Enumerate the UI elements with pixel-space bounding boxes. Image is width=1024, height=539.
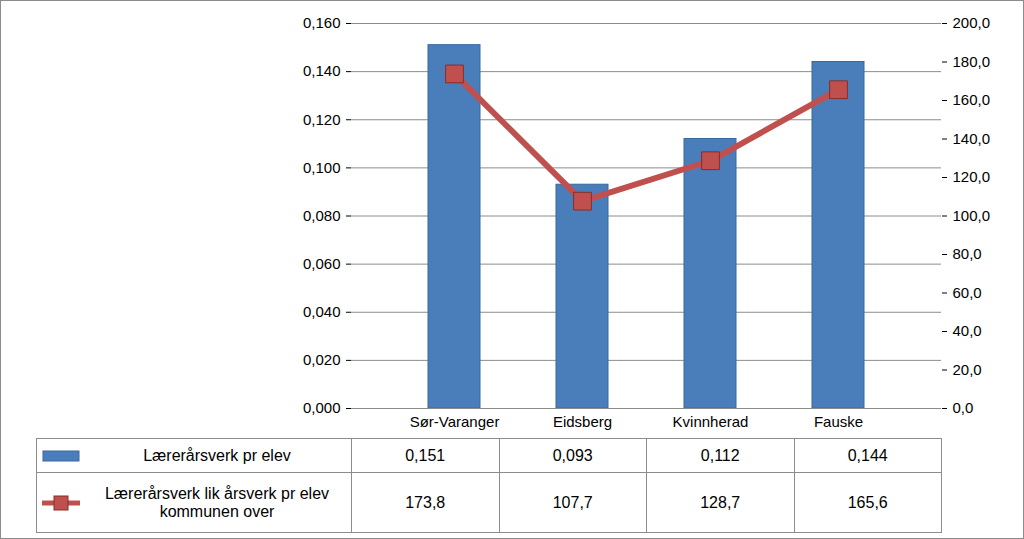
svg-text:0,000: 0,000 — [303, 399, 341, 416]
svg-text:0,040: 0,040 — [303, 303, 341, 320]
svg-text:Eidsberg: Eidsberg — [553, 413, 612, 430]
html-text:Lærerårsverk lik årsverk pr el: Lærerårsverk lik årsverk pr elev kommune… — [105, 484, 329, 520]
svg-text:80,0: 80,0 — [953, 245, 982, 262]
svg-text:0,020: 0,020 — [303, 351, 341, 368]
svg-text:60,0: 60,0 — [953, 284, 982, 301]
svg-text:Fauske: Fauske — [814, 413, 863, 430]
svg-text:100,0: 100,0 — [953, 207, 991, 224]
svg-text:20,0: 20,0 — [953, 361, 982, 378]
svg-text:120,0: 120,0 — [953, 168, 991, 185]
html-text:0,093: 0,093 — [552, 446, 593, 464]
svg-text:40,0: 40,0 — [953, 322, 982, 339]
svg-text:0,120: 0,120 — [303, 111, 341, 128]
html-text:0,144: 0,144 — [847, 446, 888, 464]
html-text:128,7: 128,7 — [700, 493, 741, 511]
svg-text:200,0: 200,0 — [953, 14, 991, 31]
svg-text:Sør-Varanger: Sør-Varanger — [410, 413, 500, 430]
svg-text:0,060: 0,060 — [303, 255, 341, 272]
svg-text:180,0: 180,0 — [953, 53, 991, 70]
svg-text:0,140: 0,140 — [303, 62, 341, 79]
svg-text:0,0: 0,0 — [953, 399, 974, 416]
svg-text:0,160: 0,160 — [303, 14, 341, 31]
svg-text:0,100: 0,100 — [303, 159, 341, 176]
svg-text:Kvinnherad: Kvinnherad — [673, 413, 749, 430]
svg-text:140,0: 140,0 — [953, 130, 991, 147]
html-text:107,7: 107,7 — [552, 493, 593, 511]
html-text:0,151: 0,151 — [405, 446, 446, 464]
svg-text:0,080: 0,080 — [303, 207, 341, 224]
html-text:0,112: 0,112 — [700, 446, 740, 464]
html-text:165,6: 165,6 — [847, 493, 888, 511]
html-text:Lærerårsverk pr elev: Lærerårsverk pr elev — [143, 446, 291, 464]
svg-text:160,0: 160,0 — [953, 91, 991, 108]
html-text:173,8: 173,8 — [405, 493, 446, 511]
